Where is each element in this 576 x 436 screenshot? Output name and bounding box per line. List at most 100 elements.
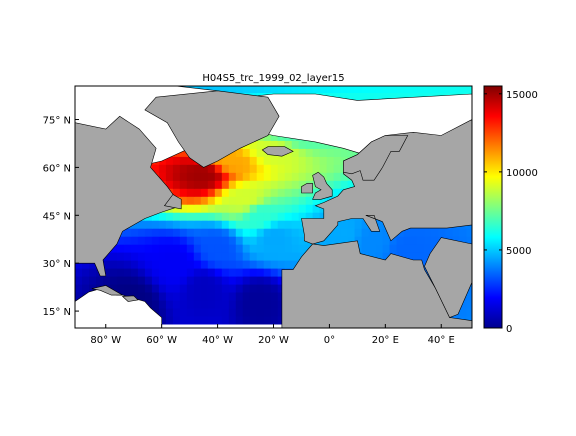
heatmap-cell	[277, 220, 286, 229]
heatmap-cell	[137, 228, 146, 237]
heatmap-cell	[207, 315, 216, 325]
heatmap-cell	[179, 244, 188, 253]
heatmap-cell	[298, 212, 307, 221]
heatmap-cell	[410, 228, 419, 237]
heatmap-cell	[151, 291, 160, 301]
heatmap-cell	[410, 86, 419, 93]
heatmap-cell	[298, 244, 307, 253]
heatmap-cell	[151, 228, 160, 237]
heatmap-cell	[137, 252, 146, 261]
heatmap-cell	[249, 148, 258, 157]
heatmap-cell	[221, 268, 230, 277]
heatmap-cell	[256, 236, 265, 245]
heatmap-cell	[214, 204, 223, 213]
heatmap-cell	[200, 299, 209, 309]
heatmap-cell	[242, 156, 251, 165]
heatmap-cell	[277, 291, 286, 301]
scandinavia-land	[343, 135, 409, 181]
heatmap-cell	[277, 86, 286, 93]
heatmap-cell	[291, 86, 300, 93]
heatmap-cell	[103, 276, 111, 285]
heatmap-cell	[207, 283, 216, 293]
heatmap-cell	[137, 268, 146, 277]
heatmap-cell	[284, 156, 293, 165]
heatmap-cell	[221, 276, 230, 285]
heatmap-cell	[235, 299, 244, 309]
heatmap-cell	[228, 164, 237, 173]
heatmap-cell	[144, 228, 153, 237]
heatmap-cell	[193, 172, 202, 181]
heatmap-cell	[109, 252, 118, 261]
heatmap-cell	[270, 196, 279, 205]
heatmap-cell	[298, 204, 307, 213]
heatmap-cell	[368, 92, 377, 101]
heatmap-cell	[333, 180, 342, 189]
heatmap-cell	[75, 291, 83, 301]
heatmap-cell	[172, 244, 181, 253]
heatmap-cell	[235, 196, 244, 205]
heatmap-cell	[466, 236, 472, 245]
heatmap-cell	[235, 291, 244, 301]
heatmap-cell	[207, 188, 216, 197]
heatmap-cell	[186, 228, 195, 237]
heatmap-cell	[165, 220, 174, 229]
heatmap-cell	[193, 196, 202, 205]
heatmap-cell	[466, 291, 472, 301]
heatmap-cell	[221, 180, 230, 189]
heatmap-cell	[193, 307, 202, 317]
heatmap-cell	[89, 268, 97, 277]
hispaniola-land	[121, 295, 139, 302]
heatmap-cell	[235, 276, 244, 285]
heatmap-cell	[193, 276, 202, 285]
heatmap-cell	[158, 307, 167, 317]
heatmap-cell	[235, 228, 244, 237]
heatmap-cell	[82, 260, 90, 269]
heatmap-cell	[144, 236, 153, 245]
heatmap-cell	[179, 268, 188, 277]
heatmap-cell	[158, 260, 167, 269]
heatmap-cell	[284, 212, 293, 221]
heatmap-cell	[82, 283, 90, 293]
heatmap-cell	[228, 315, 237, 325]
heatmap-cell	[123, 283, 132, 293]
x-tick-label: 60° W	[146, 335, 177, 346]
heatmap-cell	[144, 283, 153, 293]
heatmap-cell	[207, 252, 216, 261]
heatmap-cell	[207, 180, 216, 189]
heatmap-cell	[193, 212, 202, 221]
heatmap-cell	[228, 212, 237, 221]
heatmap-cell	[221, 244, 230, 253]
heatmap-cell	[207, 212, 216, 221]
heatmap-cell	[368, 228, 377, 237]
heatmap-cell	[270, 220, 279, 229]
heatmap-cell	[214, 252, 223, 261]
heatmap-cell	[284, 180, 293, 189]
x-tick-label: 0°	[324, 335, 335, 346]
heatmap-cell	[298, 86, 307, 93]
heatmap-cell	[75, 276, 83, 285]
heatmap-cell	[277, 244, 286, 253]
heatmap-cell	[249, 315, 258, 325]
heatmap-cell	[361, 86, 370, 93]
heatmap-cell	[235, 212, 244, 221]
heatmap-cell	[165, 276, 174, 285]
heatmap-cell	[270, 276, 279, 285]
heatmap-cell	[186, 212, 195, 221]
heatmap-cell	[242, 307, 251, 317]
heatmap-cell	[396, 244, 405, 253]
heatmap-cell	[214, 276, 223, 285]
heatmap-cell	[214, 188, 223, 197]
heatmap-cell	[277, 315, 286, 325]
heatmap-cell	[263, 212, 272, 221]
heatmap-cell	[249, 276, 258, 285]
heatmap-cell	[235, 156, 244, 165]
heatmap-cell	[130, 228, 139, 237]
heatmap-cell	[137, 244, 146, 253]
heatmap-cell	[200, 236, 209, 245]
heatmap-cell	[144, 276, 153, 285]
y-tick-label: 15° N	[43, 307, 71, 318]
heatmap-cell	[389, 86, 398, 93]
heatmap-cell	[431, 86, 440, 93]
heatmap-cell	[137, 276, 146, 285]
heatmap-cell	[284, 228, 293, 237]
